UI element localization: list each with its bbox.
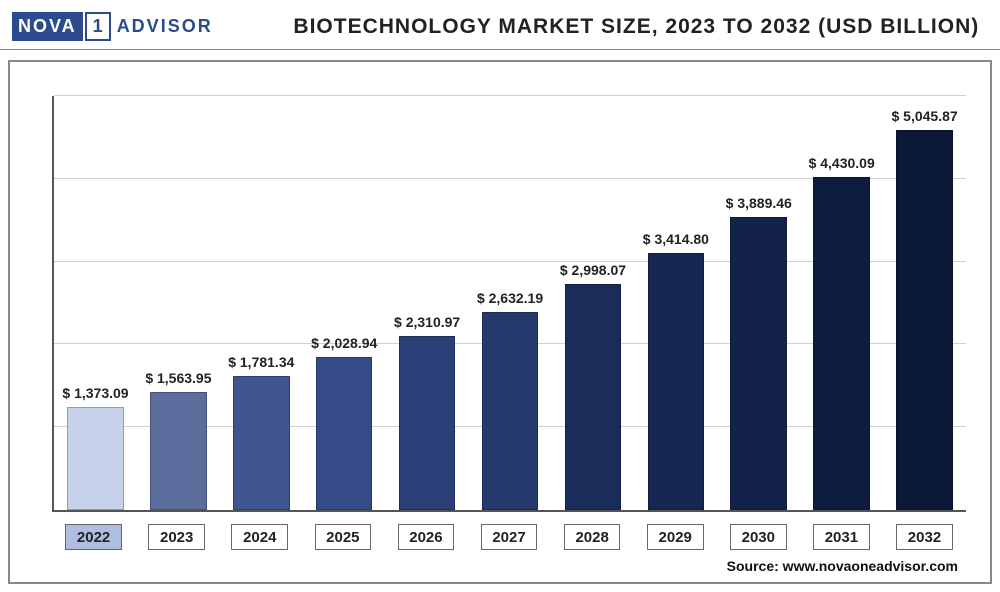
bar-value-label-2024: $ 1,781.34	[220, 354, 302, 370]
source-attribution: Source: www.novaoneadvisor.com	[727, 558, 958, 574]
bar-2032	[896, 130, 953, 510]
plot-area: $ 1,373.09$ 1,563.95$ 1,781.34$ 2,028.94…	[52, 96, 966, 512]
bar-value-label-2023: $ 1,563.95	[137, 370, 219, 386]
bar-2026	[399, 336, 456, 510]
logo-one-text: 1	[85, 12, 111, 41]
bar-value-label-2030: $ 3,889.46	[718, 195, 800, 211]
chart-title: BIOTECHNOLOGY MARKET SIZE, 2023 TO 2032 …	[293, 15, 980, 39]
bar-value-label-2031: $ 4,430.09	[801, 155, 883, 171]
bar-2022	[67, 407, 124, 510]
bar-value-label-2029: $ 3,414.80	[635, 231, 717, 247]
grid-line	[54, 95, 966, 96]
x-label-2028: 2028	[564, 524, 621, 550]
bar-2028	[565, 284, 622, 510]
x-label-2026: 2026	[398, 524, 455, 550]
brand-logo: NOVA 1 ADVISOR	[12, 12, 213, 41]
bar-2027	[482, 312, 539, 510]
logo-nova-text: NOVA	[12, 12, 83, 41]
bar-2031	[813, 177, 870, 510]
bar-value-label-2028: $ 2,998.07	[552, 262, 634, 278]
bar-2025	[316, 357, 373, 510]
x-label-2027: 2027	[481, 524, 538, 550]
bar-2024	[233, 376, 290, 510]
x-label-2022: 2022	[65, 524, 122, 550]
bar-value-label-2026: $ 2,310.97	[386, 314, 468, 330]
x-label-2023: 2023	[148, 524, 205, 550]
bar-2023	[150, 392, 207, 510]
x-label-2032: 2032	[896, 524, 953, 550]
x-label-2025: 2025	[315, 524, 372, 550]
x-label-2030: 2030	[730, 524, 787, 550]
header: NOVA 1 ADVISOR BIOTECHNOLOGY MARKET SIZE…	[0, 0, 1000, 50]
x-label-2029: 2029	[647, 524, 704, 550]
bar-value-label-2022: $ 1,373.09	[54, 385, 136, 401]
logo-advisor-text: ADVISOR	[117, 16, 213, 37]
bar-value-label-2025: $ 2,028.94	[303, 335, 385, 351]
bar-value-label-2027: $ 2,632.19	[469, 290, 551, 306]
bar-2029	[648, 253, 705, 510]
chart-frame: $ 1,373.09$ 1,563.95$ 1,781.34$ 2,028.94…	[8, 60, 992, 584]
x-label-2024: 2024	[231, 524, 288, 550]
x-label-2031: 2031	[813, 524, 870, 550]
x-axis-labels: 2022 2023 2024 2025 2026 2027 2028 2029 2030 2031…	[52, 520, 966, 550]
bar-2030	[730, 217, 787, 510]
bar-value-label-2032: $ 5,045.87	[884, 108, 966, 124]
